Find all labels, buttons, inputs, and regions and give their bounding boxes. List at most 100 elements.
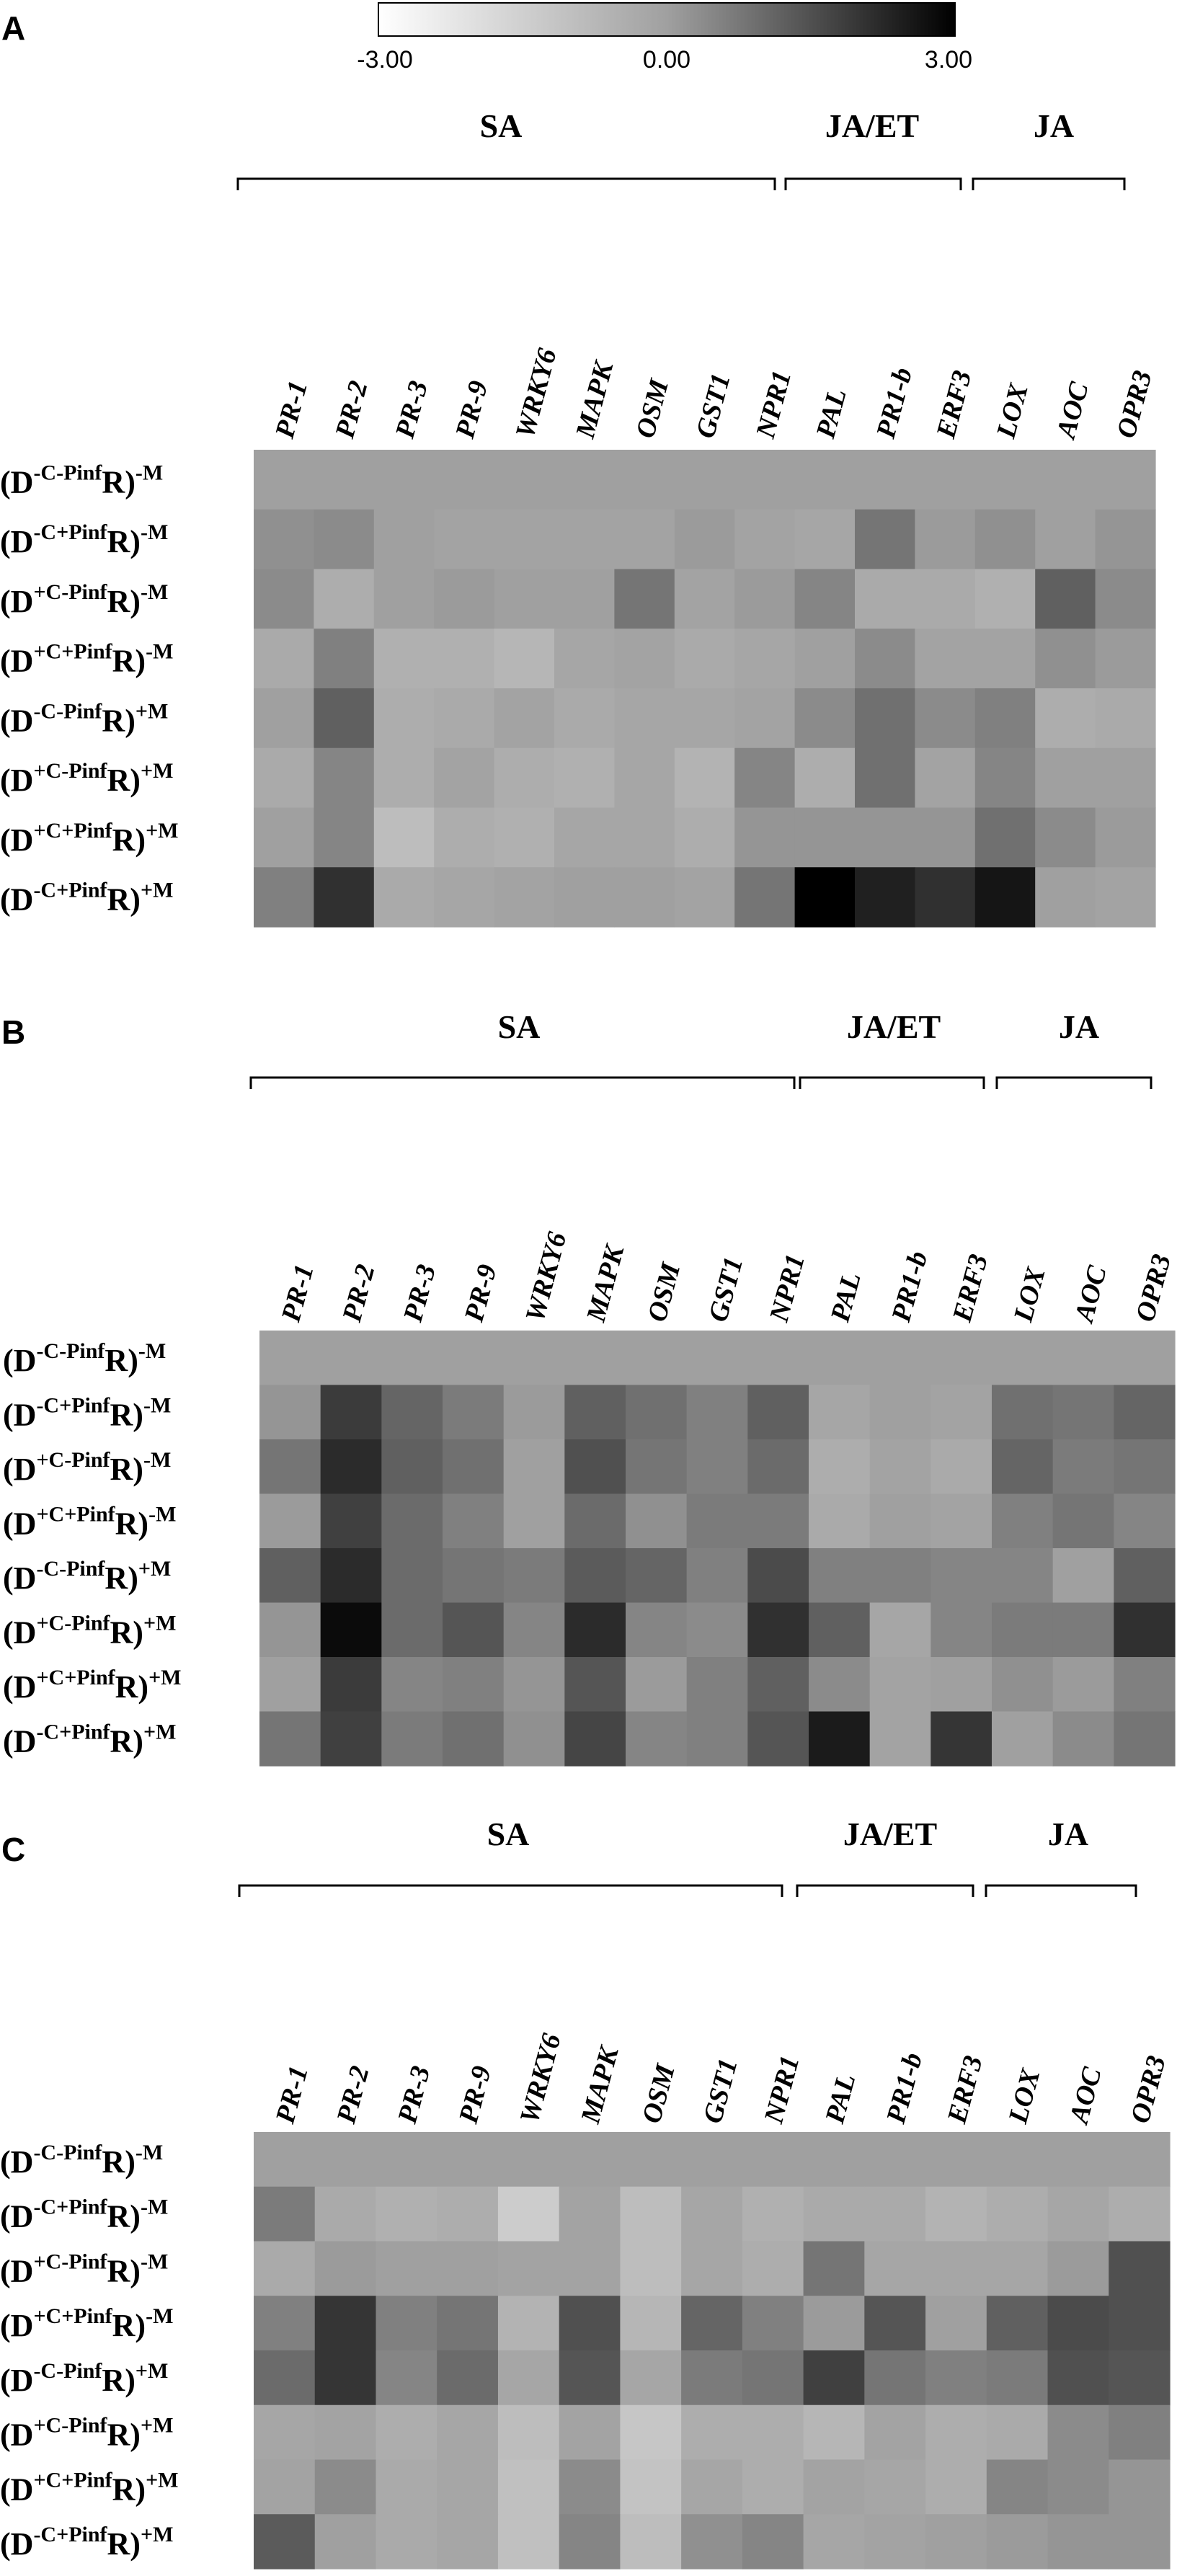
heatmap-cell [974, 867, 1036, 928]
heatmap-cell [320, 1385, 382, 1440]
heatmap-cell [974, 688, 1036, 749]
heatmap-cell [974, 807, 1036, 868]
row-label: (D-C+PinfR)-M [3, 1393, 171, 1432]
group-label-ja: JA [1048, 1816, 1088, 1852]
gene-label-aoc: AOC [1051, 378, 1095, 443]
heatmap-cell [674, 569, 735, 629]
heatmap-cell [564, 1711, 626, 1767]
heatmap-cell [686, 1493, 748, 1549]
gene-label-lox: LOX [1003, 2064, 1047, 2127]
heatmap-cell [803, 2296, 865, 2351]
heatmap-cell [1114, 1385, 1176, 1440]
heatmap-cell [974, 629, 1036, 689]
heatmap-cell [620, 2296, 682, 2351]
panel-letter-b: B [1, 1013, 25, 1051]
heatmap-cell [437, 2514, 499, 2570]
row-label: (D-C+PinfR)+M [0, 879, 173, 918]
heatmap-cell [855, 747, 915, 809]
heatmap-cell [1047, 2514, 1109, 2570]
heatmap-cell [869, 1602, 931, 1658]
heatmap-cell [620, 2350, 682, 2406]
heatmap-cell [931, 1493, 992, 1549]
heatmap-cell [986, 2241, 1049, 2296]
heatmap-cell [259, 1548, 321, 1604]
heatmap-cell [915, 450, 976, 510]
heatmap-cell [620, 2404, 682, 2461]
heatmap-cell [809, 1602, 871, 1658]
row-label: (D-C-PinfR)-M [0, 461, 163, 499]
group-bracket-sa [236, 177, 776, 190]
heatmap-cell [1109, 2514, 1171, 2570]
heatmap-cell [434, 450, 495, 510]
gene-label-npr1: NPR1 [750, 368, 797, 443]
heatmap-cell [992, 1657, 1054, 1713]
heatmap-cell [915, 569, 976, 629]
gene-label-pr-3: PR-3 [392, 2063, 437, 2127]
heatmap-cell [564, 1493, 626, 1549]
row-label: (D-C-PinfR)-M [3, 1339, 166, 1378]
heatmap-cell [734, 450, 796, 510]
heatmap-cell [554, 688, 615, 749]
row-label: (D-C+PinfR)-M [0, 2195, 168, 2234]
heatmap-cell [869, 1657, 931, 1713]
heatmap-cell [554, 569, 615, 629]
heatmap-cell [674, 509, 735, 570]
heatmap-cell [1114, 1711, 1176, 1767]
heatmap-cell [314, 2404, 377, 2461]
heatmap-cell [974, 509, 1036, 570]
gene-label-pr1-b: PR1-b [886, 1248, 934, 1326]
heatmap-cell [742, 2241, 804, 2296]
group-bracket-sa [238, 1884, 783, 1897]
heatmap-cell [259, 1657, 321, 1713]
heatmap-cell [674, 747, 735, 809]
gene-label-aoc: AOC [1064, 2064, 1108, 2128]
heatmap-cell [1047, 2296, 1109, 2351]
heatmap-cell [254, 450, 314, 510]
heatmap-cell [794, 450, 856, 510]
heatmap-cell [494, 747, 555, 809]
colorbar-max-label: 3.00 [925, 46, 972, 74]
heatmap-cell [931, 1657, 992, 1713]
heatmap-cell [992, 1331, 1054, 1386]
row-label: (D+C-PinfR)-M [3, 1448, 171, 1487]
heatmap-panel-c: C SA JA/ET JA PR-1 PR-2 PR-3 PR-9 WRKY6 MAPK OSM GS… [0, 1816, 1172, 2570]
heatmap-cell [864, 2186, 926, 2242]
heatmap-cell [373, 807, 435, 868]
gene-label-mapk: MAPK [570, 357, 620, 442]
heatmap-panel-a: A SA JA/ET JA PR-1 PR-2 PR-3 PR-9 WRKY6 MAPK OSM GS… [0, 9, 1158, 928]
row-label: (D+C-PinfR)-M [0, 2249, 168, 2288]
heatmap-cell [314, 450, 375, 510]
heatmap-cell [1052, 1548, 1114, 1604]
heatmap-cell [381, 1439, 443, 1495]
heatmap-cell [320, 1711, 382, 1767]
group-bracket-ja [985, 1884, 1137, 1897]
heatmap-cell [314, 2186, 377, 2242]
heatmap-cell [992, 1439, 1054, 1495]
heatmap-cell [559, 2132, 621, 2188]
heatmap-cell [1114, 1602, 1176, 1658]
heatmap-cell [443, 1657, 505, 1713]
heatmap-cell [1109, 2241, 1171, 2296]
heatmap-cell [1052, 1331, 1114, 1386]
heatmap-cell [503, 1602, 565, 1658]
heatmap-cell [559, 2186, 621, 2242]
heatmap-cell [434, 509, 495, 570]
heatmap-cell [686, 1331, 748, 1386]
heatmap-cell [1095, 569, 1156, 629]
heatmap-cell [925, 2350, 987, 2406]
heatmap-cell [559, 2241, 621, 2296]
gene-label-mapk: MAPK [575, 2042, 625, 2127]
heatmap-cell [1047, 2459, 1109, 2515]
heatmap-cell [925, 2241, 987, 2296]
heatmap-cell [1035, 867, 1096, 928]
colorbar-gradient [378, 2, 956, 37]
gene-label-gst1: GST1 [698, 2056, 744, 2127]
heatmap-cell [686, 1385, 748, 1440]
heatmap-cell [497, 2514, 560, 2570]
heatmap-cell [314, 509, 375, 570]
heatmap-cell [437, 2459, 499, 2515]
heatmap-cell [803, 2186, 865, 2242]
gene-label-opr3: OPR3 [1130, 1251, 1177, 1325]
heatmap-cell [674, 688, 735, 749]
row-label: (D+C-PinfR)+M [0, 759, 173, 798]
